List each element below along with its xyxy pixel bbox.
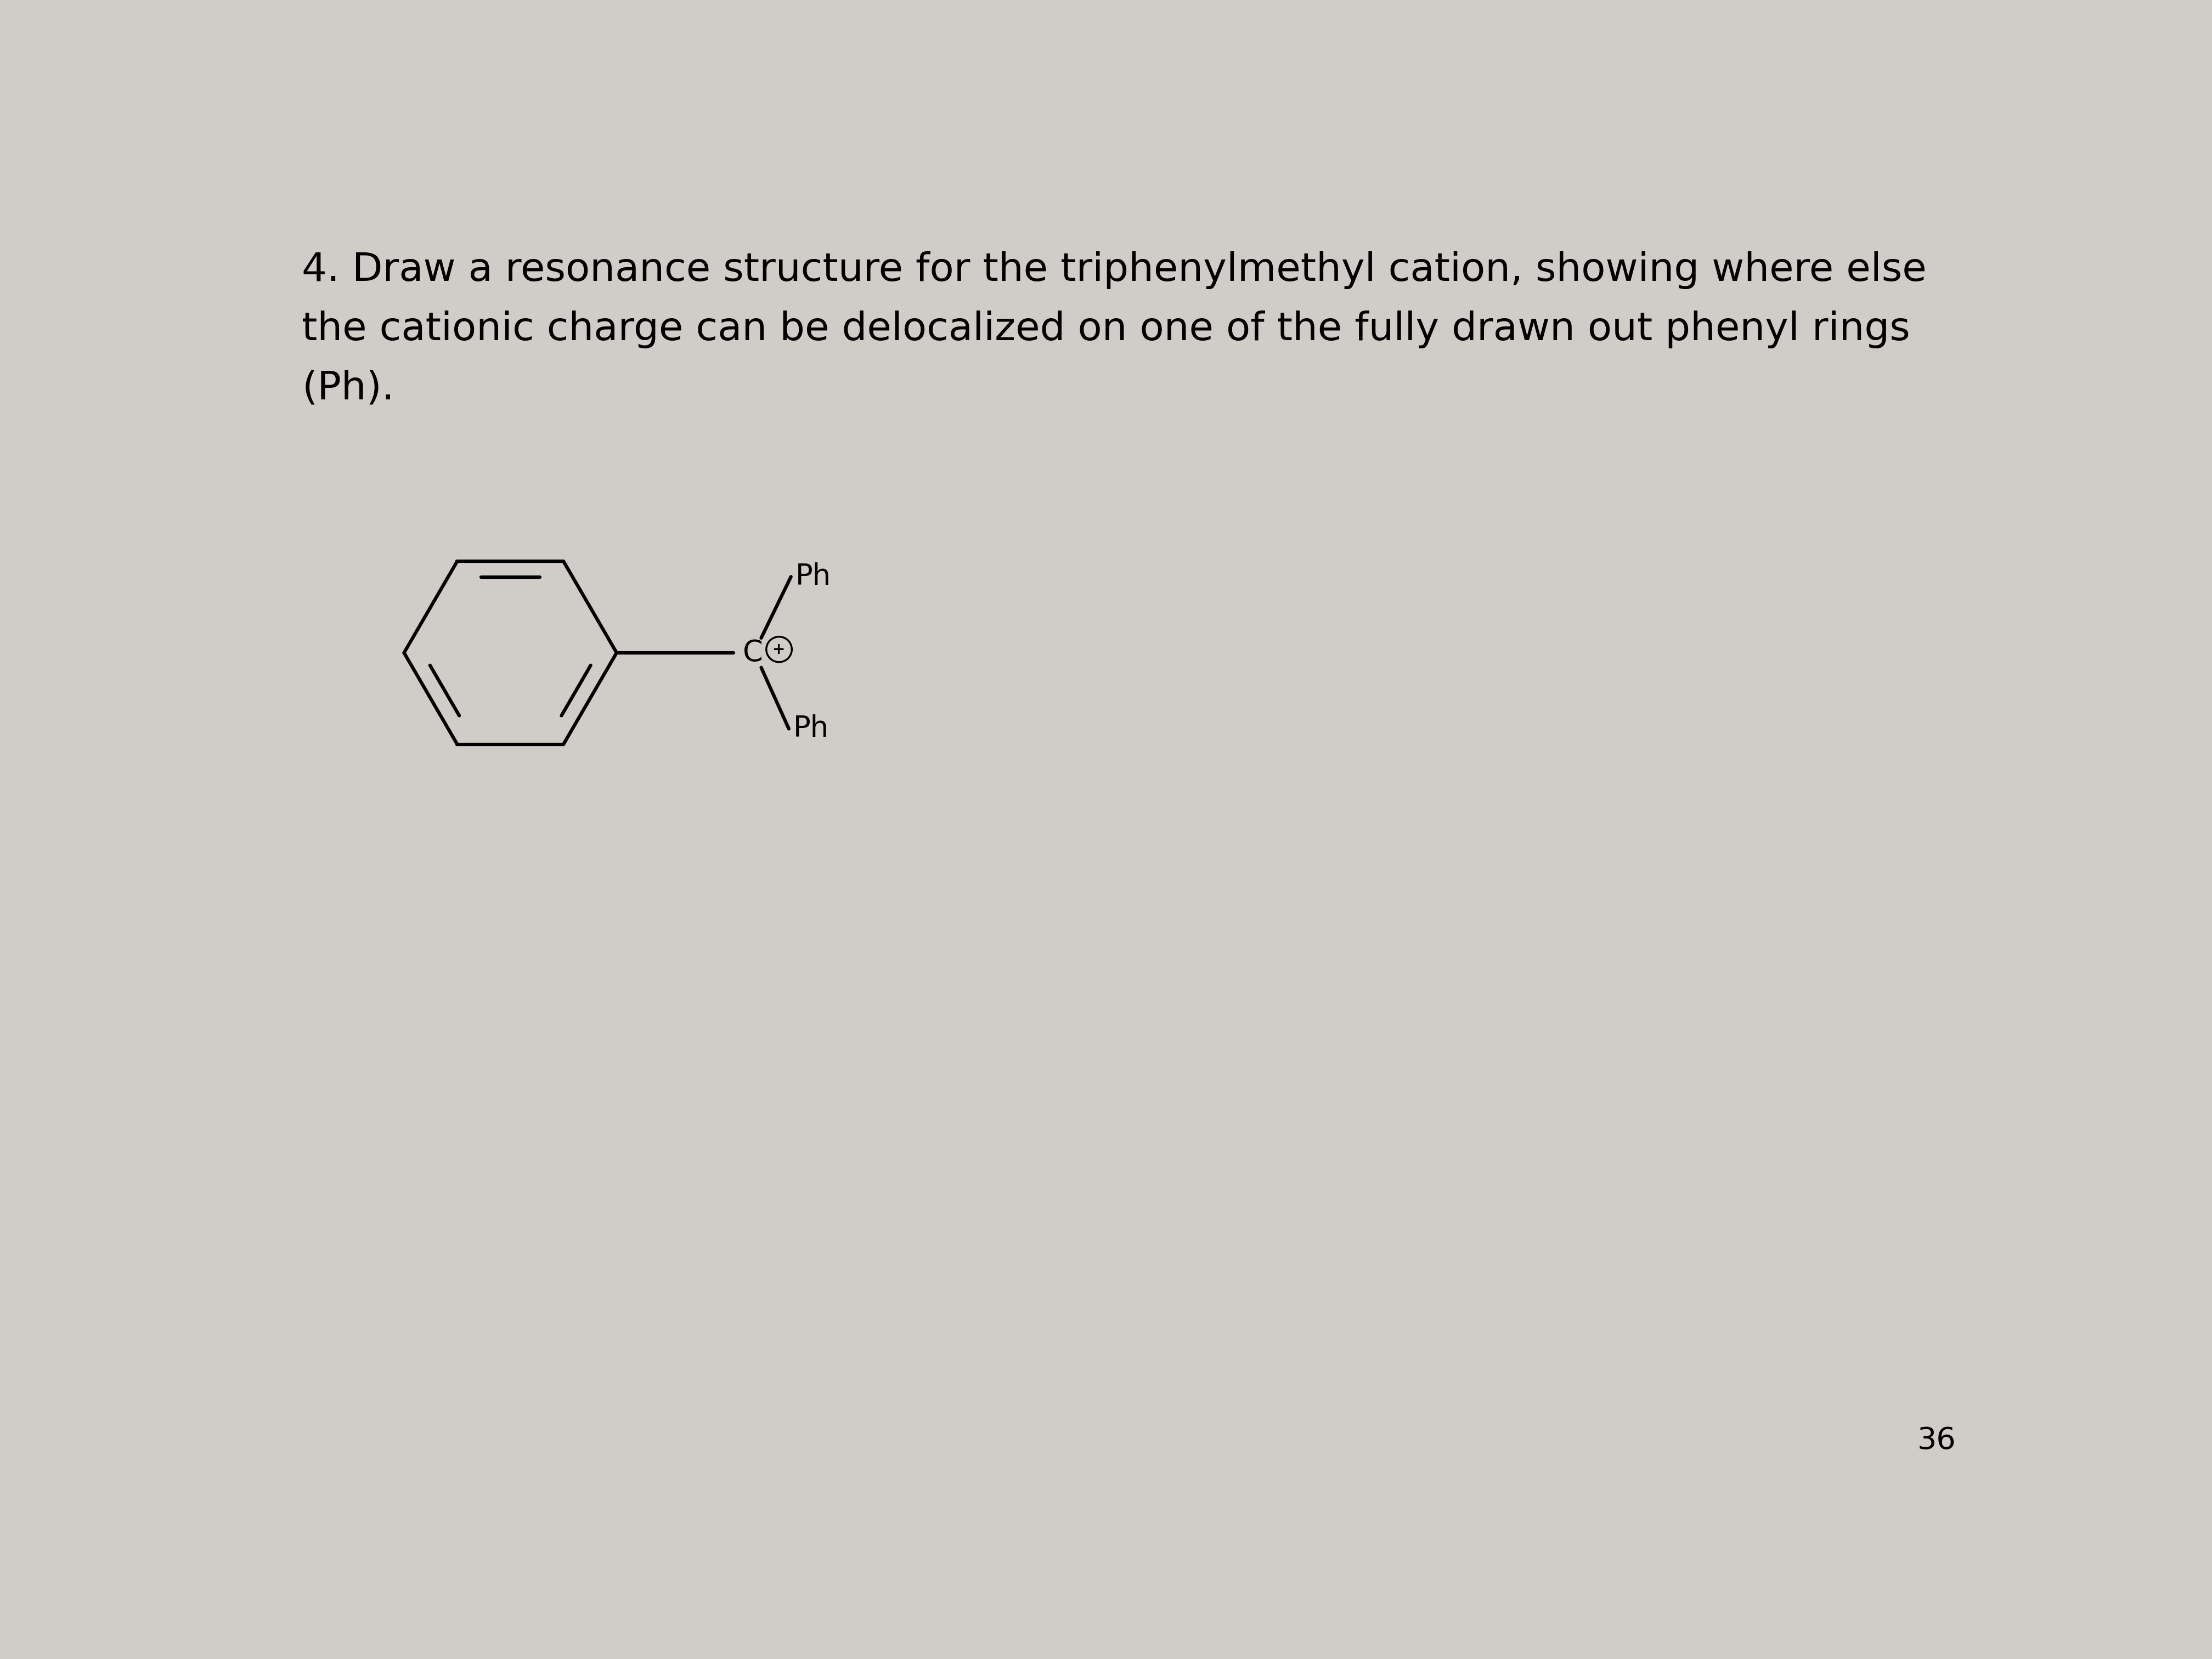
- Text: the cationic charge can be delocalized on one of the fully drawn out phenyl ring: the cationic charge can be delocalized o…: [303, 310, 1911, 348]
- Text: C: C: [743, 639, 763, 667]
- Text: Ph: Ph: [794, 562, 832, 591]
- Text: Ph: Ph: [794, 715, 830, 743]
- Text: 36: 36: [1918, 1425, 1955, 1455]
- Text: 4. Draw a resonance structure for the triphenylmethyl cation, showing where else: 4. Draw a resonance structure for the tr…: [303, 252, 1927, 289]
- Text: +: +: [772, 642, 785, 657]
- Text: (Ph).: (Ph).: [303, 370, 394, 408]
